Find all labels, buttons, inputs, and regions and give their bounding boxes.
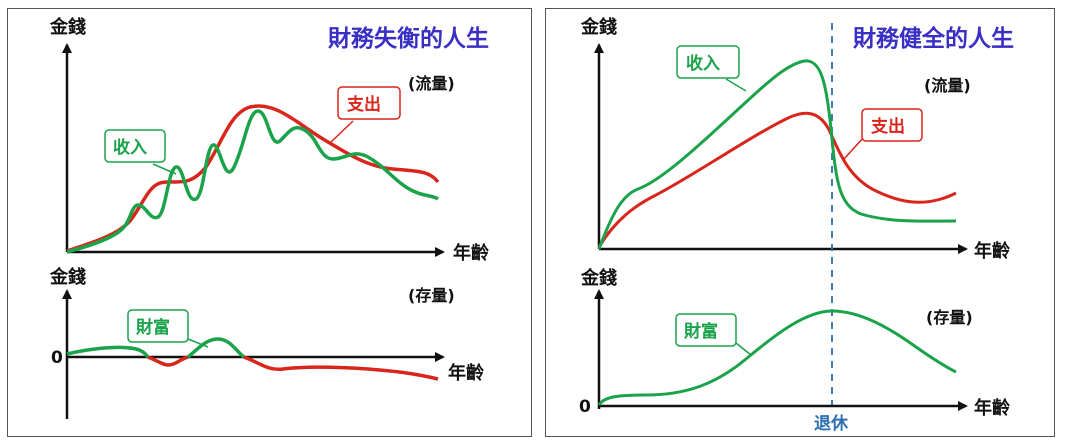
income-callout-pointer <box>152 163 177 175</box>
income-curve <box>66 109 439 254</box>
bottom-x-axis-label: 年齡 <box>974 397 1010 419</box>
expense-curve <box>597 111 957 248</box>
wealth-curve-positive <box>66 337 246 359</box>
income-callout-pointer <box>725 78 747 92</box>
retirement-label: 退休 <box>814 413 849 434</box>
top-x-axis-label: 年齡 <box>974 240 1010 262</box>
bottom-stock-label: (存量) <box>926 308 973 327</box>
unbalanced-finance-diagram: 財務失衡的人生 金錢 年齡 (流量) 收入 支出 金錢 年齡 0 (存量) <box>49 16 489 419</box>
income-callout-label: 收入 <box>113 137 147 158</box>
top-y-axis-label: 金錢 <box>580 16 617 38</box>
healthy-finance-panel: 財務健全的人生 金錢 年齡 (流量) 收入 支出 金錢 年齡 0 (存量) 退休 <box>545 8 1055 437</box>
panel-title: 財務健全的人生 <box>853 25 1014 52</box>
bottom-stock-label: (存量) <box>408 286 455 305</box>
income-callout-label: 收入 <box>686 53 720 74</box>
bottom-zero-label: 0 <box>579 397 591 417</box>
expense-callout-label: 支出 <box>871 116 905 137</box>
top-flow-label: (流量) <box>408 74 455 93</box>
unbalanced-finance-panel: 財務失衡的人生 金錢 年齡 (流量) 收入 支出 金錢 年齡 0 (存量) <box>7 8 532 437</box>
expense-callout-box <box>337 86 401 120</box>
wealth-curve <box>597 309 957 406</box>
wealth-callout-label: 財富 <box>135 317 170 338</box>
income-callout-box <box>104 129 166 163</box>
bottom-zero-label: 0 <box>51 348 63 368</box>
bottom-y-axis-label: 金錢 <box>580 267 617 289</box>
panel-title: 財務失衡的人生 <box>328 25 489 52</box>
expense-callout-pointer <box>843 136 865 160</box>
wealth-curve-negative <box>147 355 439 381</box>
expense-callout-label: 支出 <box>347 94 381 115</box>
top-flow-label: (流量) <box>924 76 971 95</box>
wealth-callout-label: 財富 <box>683 321 718 342</box>
expense-callout-pointer <box>329 120 354 144</box>
wealth-callout-box <box>127 309 189 343</box>
bottom-y-axis-label: 金錢 <box>49 266 86 288</box>
income-callout-box <box>676 45 740 79</box>
top-x-axis-label: 年齡 <box>453 242 489 264</box>
healthy-finance-diagram: 財務健全的人生 金錢 年齡 (流量) 收入 支出 金錢 年齡 0 (存量) 退休 <box>579 16 1014 434</box>
expense-callout-box <box>861 108 923 142</box>
wealth-callout-box <box>675 313 737 347</box>
top-y-axis-label: 金錢 <box>49 16 86 38</box>
bottom-x-axis-label: 年齡 <box>448 362 484 384</box>
income-curve <box>597 59 957 250</box>
wealth-callout-pointer <box>187 338 209 348</box>
